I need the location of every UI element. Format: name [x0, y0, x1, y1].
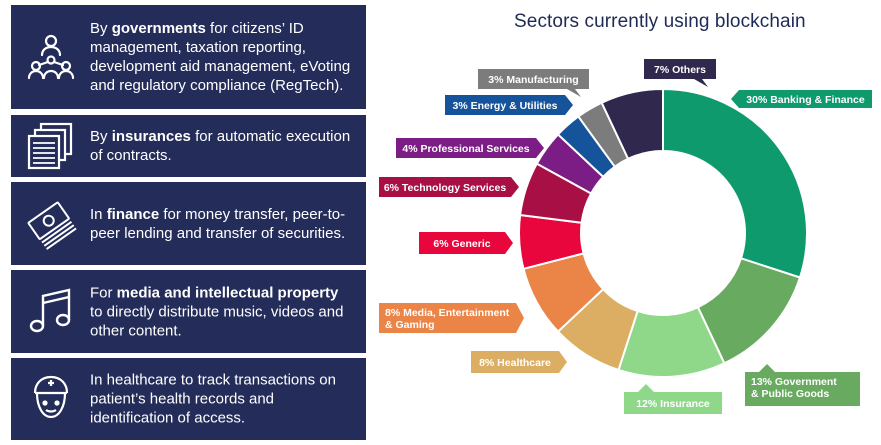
slice-label-callout	[379, 177, 519, 197]
slice-label-callout	[644, 59, 716, 87]
slice-label-text: 8% Media, Entertainment & Gaming	[385, 307, 510, 331]
slice-label: 7% Others	[644, 59, 716, 87]
use-case-card: In healthcare to track transactions on p…	[11, 358, 366, 440]
card-text-rest: for money transfer, peer-to-peer lending…	[90, 205, 346, 242]
slice-label-text: 30% Banking & Finance	[746, 94, 865, 106]
slice-label: 6% Technology Services	[379, 177, 519, 197]
card-text-rest: for automatic execution of contracts.	[90, 128, 351, 164]
card-text-lead: In	[90, 205, 107, 223]
people-network-icon	[25, 31, 77, 83]
slice-label-callout	[396, 138, 544, 158]
slice-label-text: 3% Manufacturing	[488, 74, 578, 86]
card-text-lead: By	[90, 128, 112, 145]
card-text: In healthcare to track transactions on p…	[90, 371, 354, 428]
card-text: In finance for money transfer, peer-to-p…	[90, 205, 354, 243]
slice-label-text: 8% Healthcare	[479, 357, 551, 369]
music-note-icon	[25, 286, 77, 338]
slice-label-callout	[471, 351, 567, 373]
card-text-rest: for citizens’ ID management, taxation re…	[90, 20, 351, 94]
slice-label: 8% Healthcare	[471, 351, 567, 373]
card-text-lead: By	[90, 20, 112, 37]
slice-label: 30% Banking & Finance	[731, 90, 872, 108]
use-case-card: In finance for money transfer, peer-to-p…	[11, 182, 366, 265]
documents-icon	[25, 120, 77, 172]
slice-label-callout	[731, 90, 872, 108]
card-text-rest: to directly distribute music, videos and…	[90, 303, 344, 339]
slice-label: 3% Energy & Utilities	[445, 95, 573, 115]
slice-label-callout	[379, 303, 524, 333]
card-text-highlight: governments	[111, 20, 206, 37]
slice-label-text: 12% Insurance	[636, 398, 710, 410]
card-text: For media and intellectual property to d…	[90, 283, 354, 340]
slice-label: 13% Government & Public Goods	[745, 364, 860, 406]
slice-label-text: 6% Technology Services	[384, 182, 507, 194]
card-text: By governments for citizens’ ID manageme…	[90, 19, 354, 95]
banknotes-icon	[25, 198, 77, 250]
slice-label: 12% Insurance	[624, 384, 722, 414]
slice-label: 6% Generic	[419, 232, 513, 254]
card-text: By insurances for automatic execution of…	[90, 127, 354, 165]
slice-label-text: 7% Others	[654, 64, 706, 76]
card-text-highlight: media and intellectual property	[116, 284, 339, 301]
card-text-rest: In healthcare to track transactions on p…	[90, 371, 336, 427]
nurse-icon	[25, 373, 77, 425]
slice-label: 8% Media, Entertainment & Gaming	[379, 303, 524, 333]
chart-title: Sectors currently using blockchain	[514, 11, 806, 32]
use-case-card: By insurances for automatic execution of…	[11, 115, 366, 177]
slice-label-callout	[478, 69, 589, 97]
slice-label-text: 6% Generic	[433, 238, 490, 250]
slice-label-text: 13% Government & Public Goods	[751, 376, 837, 400]
card-text-highlight: finance	[106, 205, 160, 223]
card-text-highlight: insurances	[111, 128, 191, 145]
slice-label-callout	[445, 95, 573, 115]
slice-label-callout	[745, 364, 860, 406]
donut-slice	[600, 87, 664, 161]
donut-slice	[662, 87, 808, 279]
slice-label-callout	[624, 384, 722, 414]
use-case-card: For media and intellectual property to d…	[11, 270, 366, 353]
use-case-card: By governments for citizens’ ID manageme…	[11, 5, 366, 109]
slice-label: 3% Manufacturing	[478, 69, 589, 97]
slice-label-callout	[419, 232, 513, 254]
slice-label: 4% Professional Services	[396, 138, 544, 158]
slice-label-text: 3% Energy & Utilities	[452, 100, 557, 112]
card-text-lead: For	[90, 284, 117, 301]
donut-chart: 30% Banking & Finance 13% Government & Pub…	[379, 59, 872, 414]
slice-label-text: 4% Professional Services	[402, 143, 529, 155]
